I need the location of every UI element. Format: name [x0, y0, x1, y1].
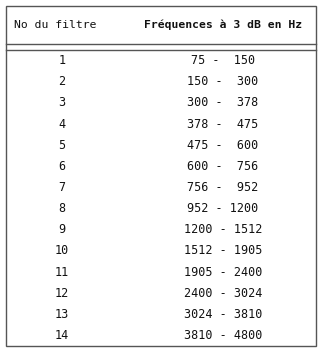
Text: 600 -  756: 600 - 756 — [187, 160, 259, 173]
Text: 150 -  300: 150 - 300 — [187, 75, 259, 88]
Text: 14: 14 — [55, 329, 69, 342]
Text: No du filtre: No du filtre — [14, 20, 97, 30]
Text: 11: 11 — [55, 265, 69, 278]
Text: 2: 2 — [58, 75, 65, 88]
Text: 4: 4 — [58, 118, 65, 131]
Text: 3024 - 3810: 3024 - 3810 — [184, 308, 262, 321]
Text: 5: 5 — [58, 139, 65, 152]
Text: 756 -  952: 756 - 952 — [187, 181, 259, 194]
Text: 7: 7 — [58, 181, 65, 194]
Text: 475 -  600: 475 - 600 — [187, 139, 259, 152]
Text: 8: 8 — [58, 202, 65, 215]
Text: 3810 - 4800: 3810 - 4800 — [184, 329, 262, 342]
Text: 9: 9 — [58, 223, 65, 236]
Text: 2400 - 3024: 2400 - 3024 — [184, 287, 262, 300]
Text: 378 -  475: 378 - 475 — [187, 118, 259, 131]
Text: 10: 10 — [55, 244, 69, 257]
Text: Fréquences à 3 dB en Hz: Fréquences à 3 dB en Hz — [144, 20, 302, 30]
Text: 75 -  150: 75 - 150 — [191, 54, 255, 67]
Text: 3: 3 — [58, 96, 65, 109]
Text: 1200 - 1512: 1200 - 1512 — [184, 223, 262, 236]
Text: 300 -  378: 300 - 378 — [187, 96, 259, 109]
Text: 952 - 1200: 952 - 1200 — [187, 202, 259, 215]
Text: 1512 - 1905: 1512 - 1905 — [184, 244, 262, 257]
Text: 1905 - 2400: 1905 - 2400 — [184, 265, 262, 278]
Text: 13: 13 — [55, 308, 69, 321]
Text: 6: 6 — [58, 160, 65, 173]
Text: 1: 1 — [58, 54, 65, 67]
Text: 12: 12 — [55, 287, 69, 300]
